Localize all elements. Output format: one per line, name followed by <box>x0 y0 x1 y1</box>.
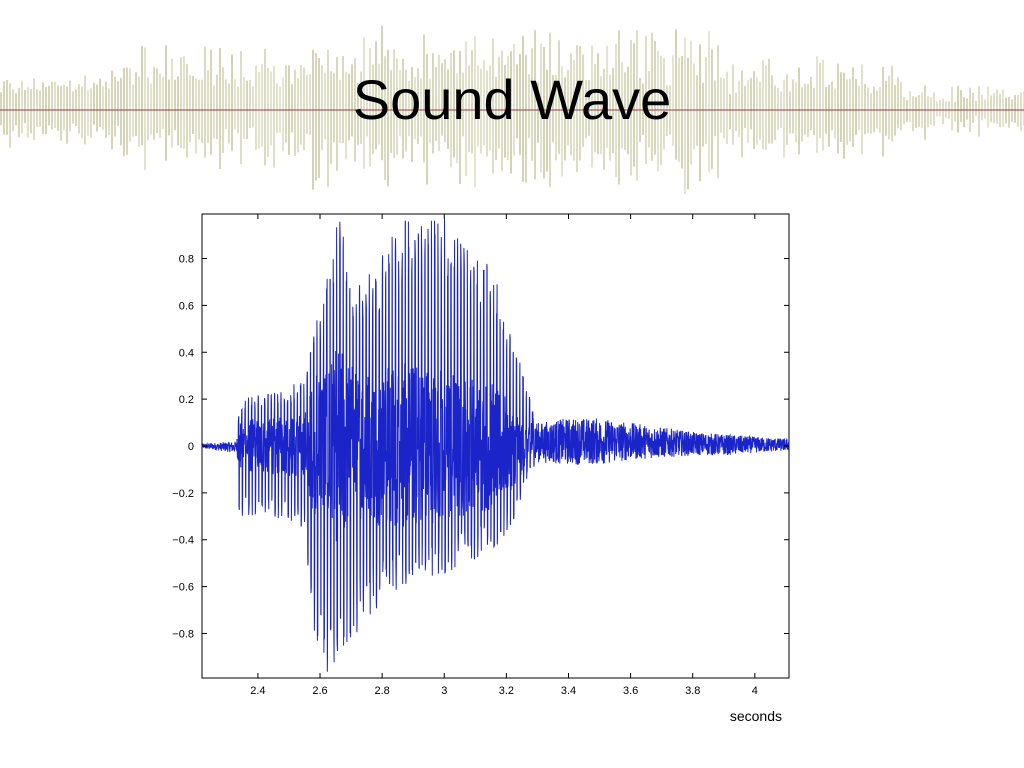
x-tick-label: 4 <box>752 685 758 697</box>
y-tick-label: 0.6 <box>179 300 194 312</box>
x-tick-label: 3.6 <box>623 685 638 697</box>
y-tick-label: −0.8 <box>172 628 194 640</box>
y-axis: 0.8 0.6 0.4 0.2 0 −0.2 −0.4 −0.6 −0.8 <box>172 254 789 640</box>
y-tick-label: 0.4 <box>179 347 194 359</box>
x-tick-label: 2.6 <box>312 685 327 697</box>
y-tick-label: 0.2 <box>179 394 194 406</box>
x-tick-label: 3 <box>441 685 447 697</box>
waveform-series-line <box>201 218 790 672</box>
x-tick-label: 2.4 <box>250 685 265 697</box>
y-tick-label: −0.2 <box>172 488 194 500</box>
x-tick-label: 3.2 <box>499 685 514 697</box>
x-tick-label: 2.8 <box>374 685 389 697</box>
x-tick-label: 3.8 <box>685 685 700 697</box>
x-axis-label: seconds <box>730 708 782 724</box>
y-tick-label: −0.6 <box>172 582 194 594</box>
y-tick-label: 0 <box>188 441 194 453</box>
banner-waveform-decoration <box>0 25 1024 194</box>
slide-title: Sound Wave <box>352 68 672 131</box>
plot-area <box>201 213 790 679</box>
x-axis: 2.4 2.6 2.8 3 3.2 3.4 3.6 3.8 4 <box>250 214 758 697</box>
x-tick-label: 3.4 <box>561 685 576 697</box>
y-tick-label: 0.8 <box>179 254 194 266</box>
y-tick-label: −0.4 <box>172 535 194 547</box>
